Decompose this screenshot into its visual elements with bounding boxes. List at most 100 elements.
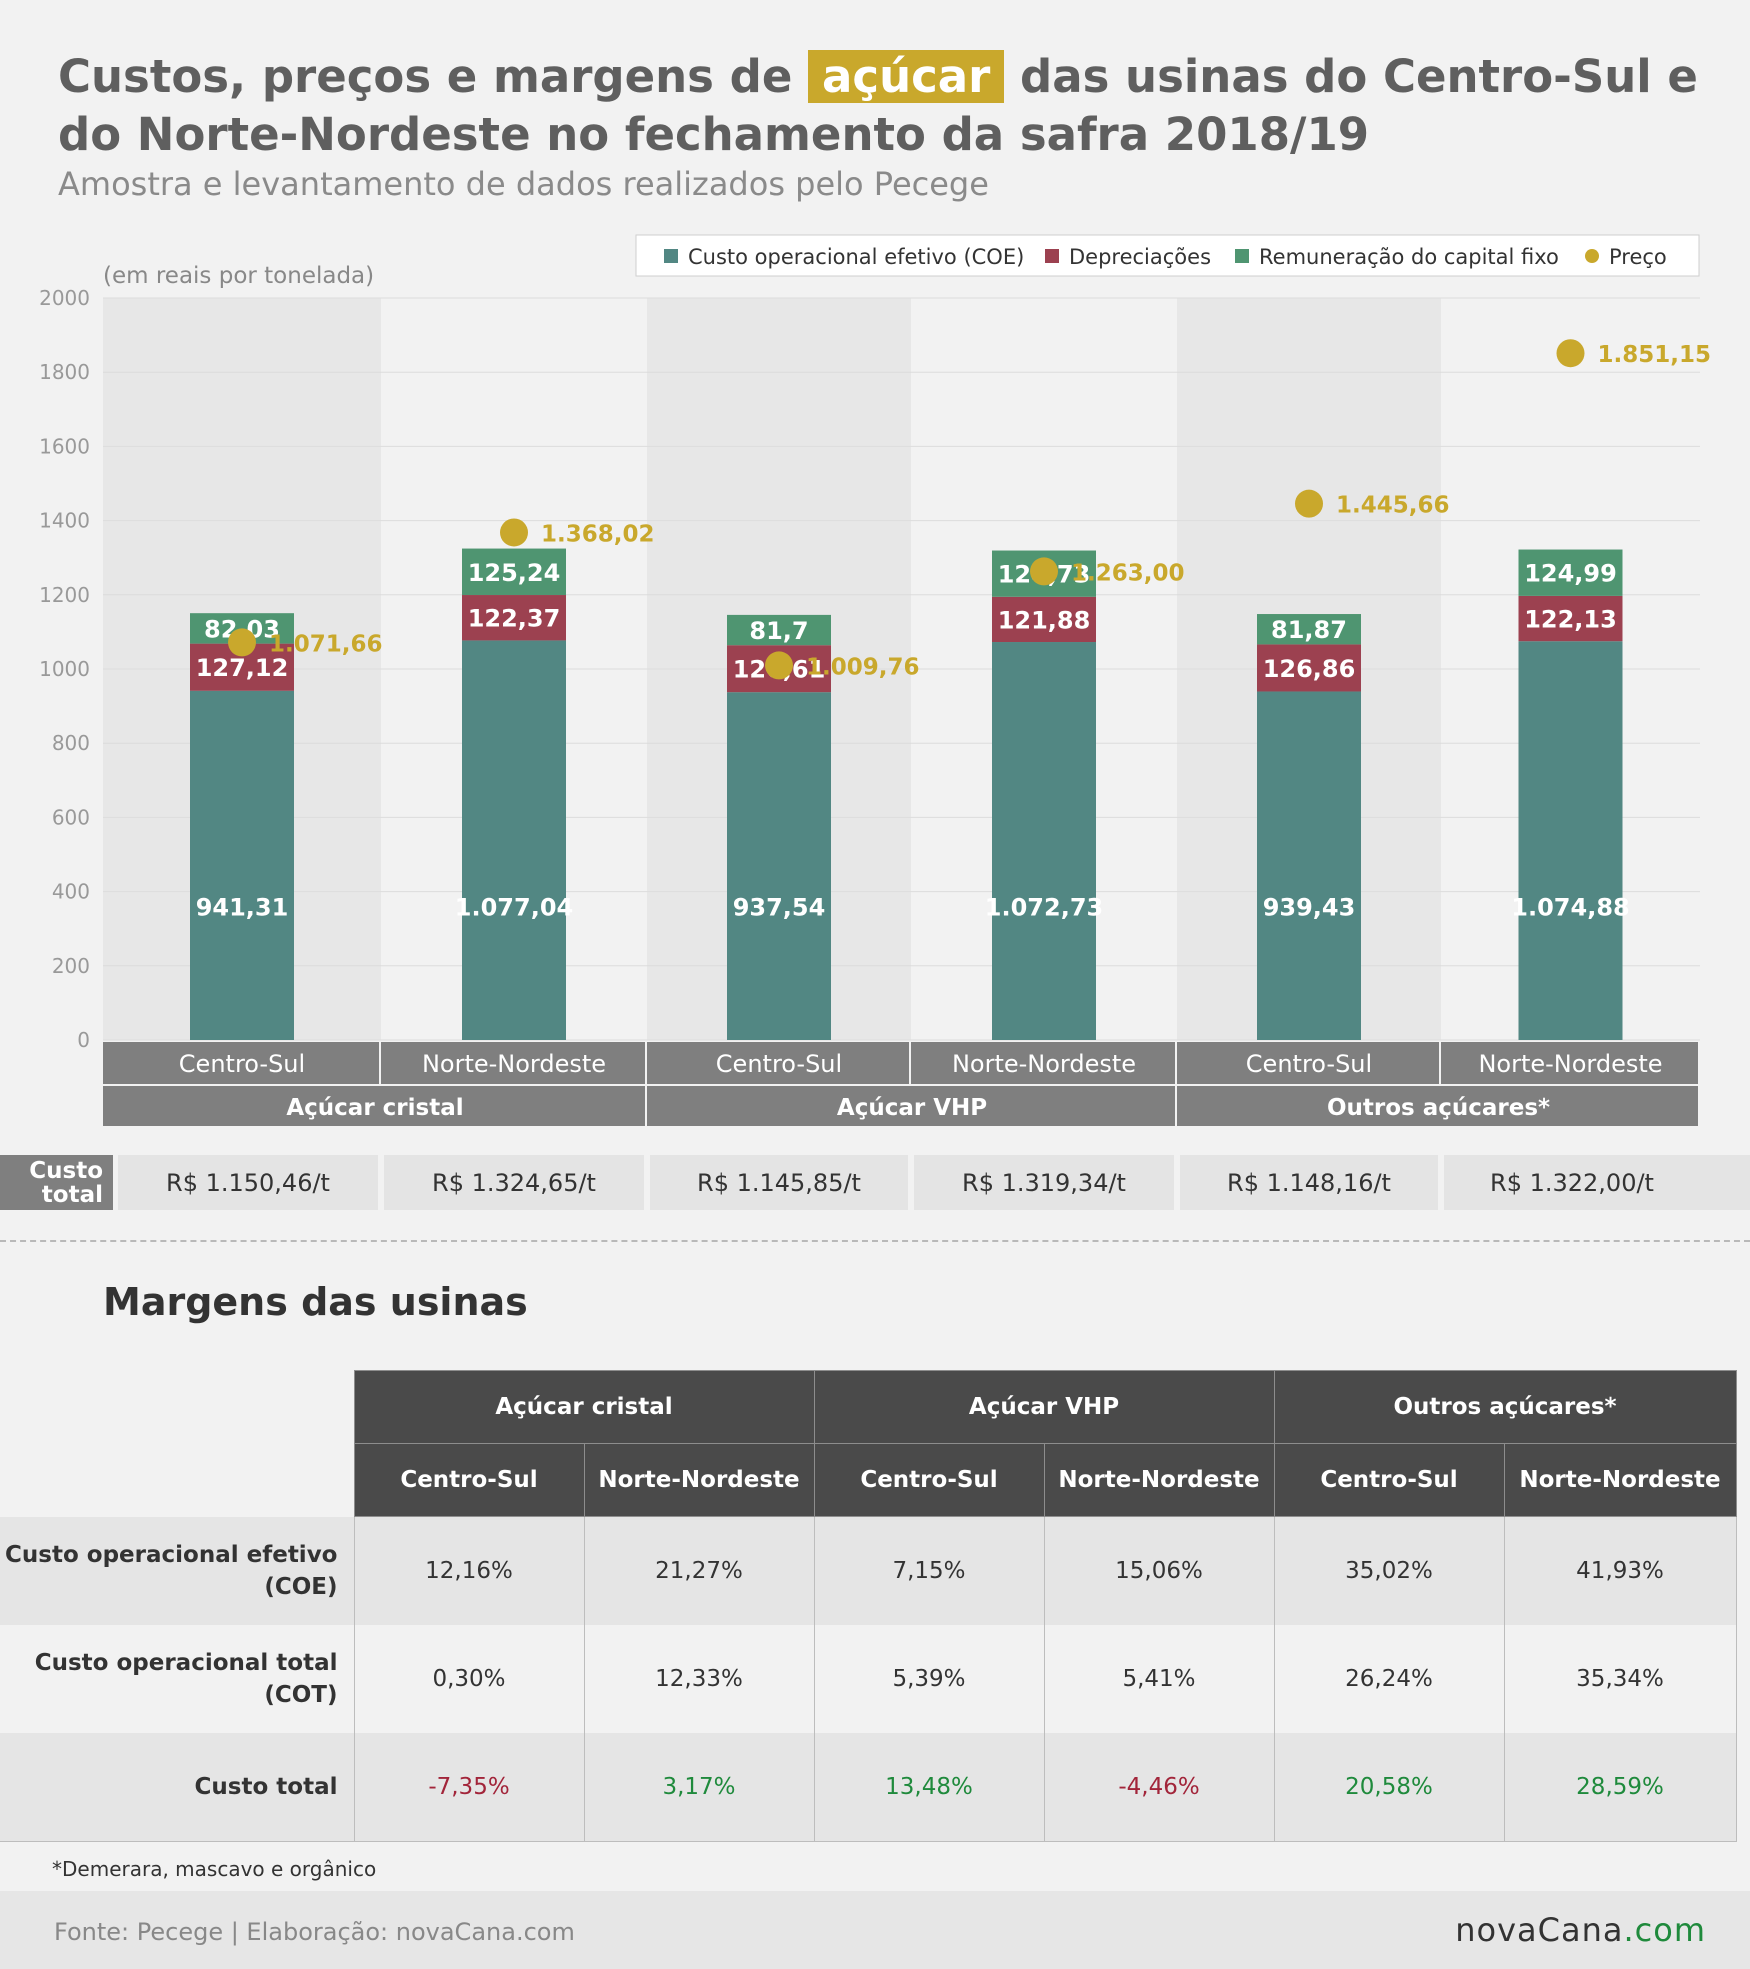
custo-total-value: R$ 1.150,46/t — [166, 1169, 330, 1197]
bar-segment-coe — [190, 690, 294, 1040]
legend-label: Depreciações — [1069, 245, 1211, 269]
group-strip — [1177, 1086, 1698, 1126]
title-highlight: açúcar — [808, 50, 1005, 103]
group-strip — [647, 1086, 1175, 1126]
x-category-label: Centro-Sul — [716, 1050, 842, 1078]
price-label: 1.851,15 — [1598, 342, 1712, 368]
table-cell: 15,06% — [1043, 1516, 1275, 1625]
table-row: Custo operacional total (COT) 0,30% 12,33… — [0, 1625, 1737, 1733]
chart-title: Custos, preços e margens de açúcar das u… — [58, 48, 1698, 164]
price-marker — [228, 628, 256, 657]
price-marker — [1556, 339, 1585, 368]
bar-value-label: 121,88 — [998, 606, 1091, 634]
bar-value-label: 941,31 — [196, 893, 289, 921]
table-row: Custo total -7,35% 3,17% 13,48% -4,46% 2… — [0, 1733, 1737, 1842]
stacked-bar-chart: 0 200 400 600 800 1000 1200 1400 1600 1800 2000 (e… — [0, 234, 1750, 1210]
custo-total-cell — [1444, 1155, 1750, 1210]
table-cell: 41,93% — [1503, 1516, 1737, 1625]
legend-swatch-price — [1585, 249, 1599, 263]
table-subheader: Centro-Sul — [353, 1443, 585, 1517]
bar-segment-coe — [1518, 641, 1623, 1040]
margins-table: Açúcar cristal Açúcar VHP Outros açúcare… — [0, 1370, 1737, 1842]
custo-total-tab — [0, 1155, 113, 1210]
y-tick-label: 600 — [52, 805, 90, 829]
table-cell: 5,41% — [1043, 1625, 1275, 1733]
custo-total-cell — [650, 1155, 908, 1210]
bar-segment-coe — [462, 640, 566, 1040]
table-header-row: Açúcar cristal Açúcar VHP Outros açúcare… — [0, 1370, 1737, 1444]
table-cell: 35,02% — [1273, 1516, 1505, 1625]
table-subheader: Centro-Sul — [1273, 1443, 1505, 1517]
x-category-label: Norte-Nordeste — [952, 1050, 1136, 1078]
y-tick-label: 2000 — [39, 286, 90, 310]
chart-subtitle: Amostra e levantamento de dados realizad… — [58, 165, 989, 203]
custo-total-cell — [914, 1155, 1174, 1210]
y-tick-label: 200 — [52, 954, 90, 978]
custo-total-value: R$ 1.319,34/t — [962, 1169, 1126, 1197]
footnote: *Demerara, mascavo e orgânico — [52, 1857, 377, 1881]
table-corner — [0, 1371, 354, 1444]
legend-swatch — [1235, 249, 1249, 263]
x-category-label: Centro-Sul — [1246, 1050, 1372, 1078]
legend-label: Remuneração do capital fixo — [1259, 245, 1559, 269]
bar-value-label: 81,87 — [1271, 616, 1347, 644]
custo-total-cell — [1180, 1155, 1438, 1210]
custo-total-value: R$ 1.148,16/t — [1227, 1169, 1391, 1197]
bar-value-label: 939,43 — [1263, 893, 1356, 921]
bar-value-label: 124,99 — [1524, 560, 1617, 588]
title-suffix: das usinas do Centro-Sul e do Norte-Nord… — [58, 50, 1698, 161]
table-cell: -4,46% — [1043, 1733, 1275, 1842]
row-label: Custo operacional total (COT) — [0, 1625, 354, 1733]
bar-segment-depreciacoes — [462, 595, 566, 641]
table-cell: 13,48% — [813, 1733, 1045, 1842]
price-marker — [1295, 489, 1323, 518]
section-divider — [0, 1240, 1750, 1242]
bar-segment-coe — [727, 692, 831, 1040]
category-strip — [647, 1042, 909, 1084]
table-row: Custo operacional efetivo (COE) 12,16% 21… — [0, 1516, 1737, 1625]
x-category-label: Norte-Nordeste — [422, 1050, 606, 1078]
y-tick-label: 0 — [77, 1028, 90, 1052]
y-tick-label: 800 — [52, 731, 90, 755]
novacana-logo: novaCana.com — [1455, 1911, 1706, 1949]
group-strip — [103, 1086, 645, 1126]
y-tick-label: 1800 — [39, 360, 90, 384]
table-subheader-row: Centro-Sul Norte-Nordeste Centro-Sul Nor… — [0, 1443, 1737, 1517]
category-strip — [381, 1042, 645, 1084]
legend: Custo operacional efetivo (COE) Depreciaç… — [635, 234, 1700, 277]
legend-label: Preço — [1609, 245, 1667, 269]
table-cell: 12,33% — [583, 1625, 815, 1733]
price-label: 1.009,76 — [806, 654, 920, 680]
row-label: Custo operacional efetivo (COE) — [0, 1516, 354, 1625]
table-subheader: Centro-Sul — [813, 1443, 1045, 1517]
category-strip — [1441, 1042, 1698, 1084]
custo-total-value: R$ 1.145,85/t — [697, 1169, 861, 1197]
x-group-label: Açúcar VHP — [837, 1095, 987, 1121]
bar-value-label: 1.077,04 — [455, 893, 573, 921]
y-tick-label: 1400 — [39, 509, 90, 533]
table-cell: -7,35% — [353, 1733, 585, 1842]
table-group-header: Outros açúcares* — [1273, 1370, 1737, 1444]
table-corner — [0, 1444, 354, 1517]
footer-bar — [0, 1891, 1750, 1969]
custo-total-label: total — [42, 1182, 103, 1208]
price-label: 1.445,66 — [1336, 493, 1450, 519]
table-group-header: Açúcar VHP — [813, 1370, 1275, 1444]
y-tick-label: 400 — [52, 880, 90, 904]
bar-segment-coe — [1257, 691, 1361, 1040]
bar-value-label: 1.074,88 — [1511, 893, 1629, 921]
y-tick-label: 1600 — [39, 434, 90, 458]
custo-total-cell — [384, 1155, 644, 1210]
x-group-label: Outros açúcares* — [1327, 1095, 1550, 1121]
custo-total-cell — [118, 1155, 378, 1210]
legend-swatch — [664, 249, 678, 263]
category-strip — [1177, 1042, 1439, 1084]
price-label: 1.071,66 — [269, 631, 383, 657]
table-subheader: Norte-Nordeste — [1043, 1443, 1275, 1517]
legend-label: Custo operacional efetivo (COE) — [688, 245, 1024, 269]
price-label: 1.263,00 — [1071, 560, 1185, 586]
price-marker — [1030, 557, 1058, 586]
table-cell: 20,58% — [1273, 1733, 1505, 1842]
price-label: 1.368,02 — [541, 521, 655, 547]
custo-total-label: Custo — [29, 1158, 103, 1184]
